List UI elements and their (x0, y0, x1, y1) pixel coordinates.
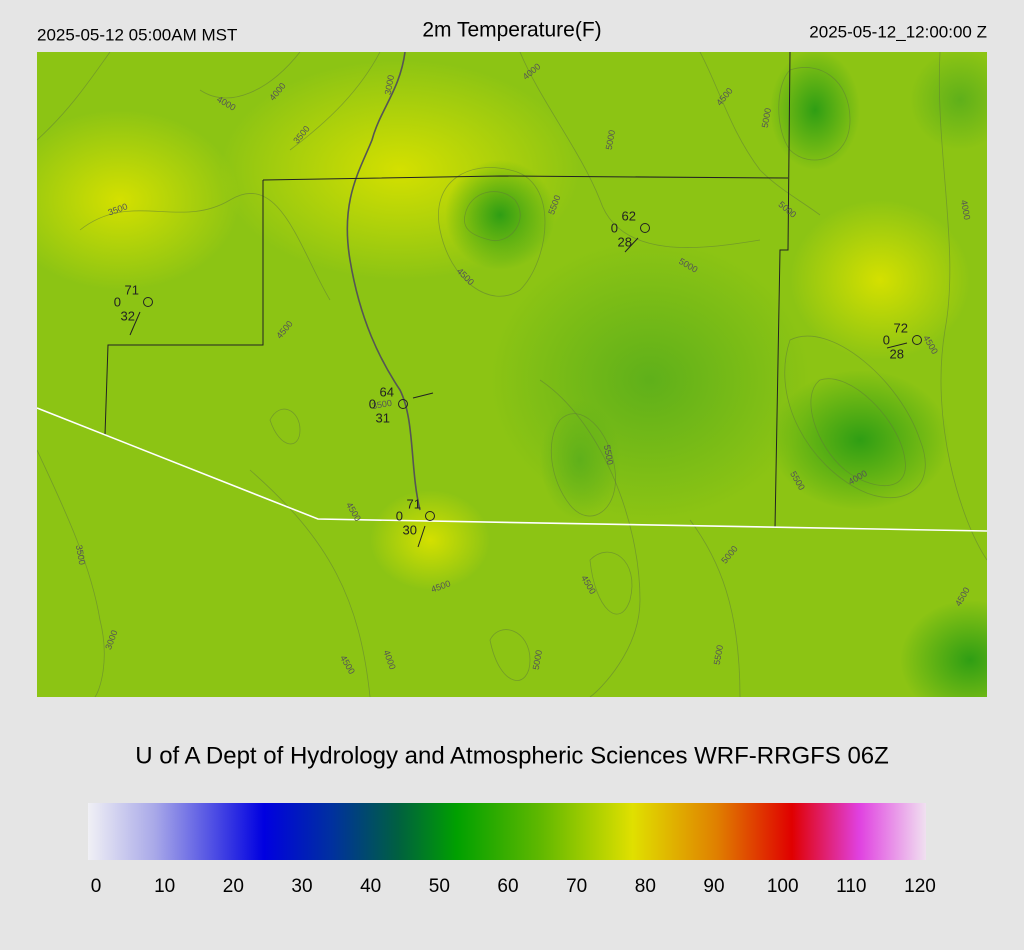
contour-label: 5500 (602, 444, 615, 465)
cool-area (445, 160, 555, 270)
contour-line (539, 379, 641, 697)
contour-label: 5500 (712, 644, 725, 665)
colorbar-tick-label: 30 (291, 876, 312, 897)
contour-label: 5000 (604, 129, 617, 150)
station-temperature: 64 (380, 384, 394, 399)
valid-time-utc: 2025-05-12_12:00:00 Z (809, 22, 987, 41)
station-marker (912, 335, 922, 345)
colorbar-tick-label: 70 (566, 876, 587, 897)
contour-label: 4000 (959, 199, 972, 220)
contour-line (438, 167, 546, 297)
contour-line (519, 52, 761, 248)
station-temperature: 71 (125, 282, 139, 297)
map-title: 2m Temperature(F) (422, 19, 601, 42)
station-temperature: 72 (894, 320, 908, 335)
cool-area (910, 52, 987, 150)
cool-area (770, 370, 950, 510)
border-line (37, 407, 987, 532)
contour-label: 5000 (760, 107, 773, 128)
station-marker (143, 297, 153, 307)
river (346, 52, 421, 511)
cool-area (900, 600, 987, 697)
colorbar-tick-label: 50 (429, 876, 450, 897)
station-dewpoint: 30 (403, 522, 417, 537)
station-marker (640, 223, 650, 233)
warm-area (37, 110, 240, 290)
contour-line (199, 52, 301, 99)
station-marker (425, 511, 435, 521)
station-dewpoint: 28 (618, 234, 632, 249)
contour-line (289, 52, 381, 151)
colorbar-tick-label: 100 (767, 876, 799, 897)
contour-line (463, 191, 521, 242)
contour-line (689, 519, 741, 697)
contour-line (938, 52, 987, 561)
contour-line (79, 193, 331, 301)
contour-line (249, 469, 371, 697)
warm-area (790, 200, 970, 360)
contour-line (699, 52, 821, 216)
contour-label: 3500 (371, 398, 392, 411)
contour-line (37, 52, 111, 141)
station-wind: 0 (114, 294, 121, 309)
contour-line (784, 335, 926, 499)
station-plot: 71 032 (114, 282, 153, 336)
colorbar-tick-label: 80 (635, 876, 656, 897)
cool-area (770, 52, 860, 170)
contour-line (589, 551, 633, 615)
colorbar-tick-label: 110 (836, 876, 866, 897)
wind-barb (417, 525, 426, 548)
wind-barb (129, 311, 141, 336)
station-wind: 0 (396, 508, 403, 523)
wind-barb (886, 342, 908, 349)
contour-label: 5000 (531, 649, 544, 670)
contour-line (778, 67, 851, 161)
station-plot: 64 031 (369, 384, 434, 425)
contour-line (810, 378, 906, 487)
contour-label: 3500 (74, 544, 87, 565)
station-marker (398, 399, 408, 409)
contour-line (489, 629, 531, 681)
station-temperature: 71 (407, 496, 421, 511)
footer-title: U of A Dept of Hydrology and Atmospheric… (135, 742, 889, 769)
colorbar (88, 803, 926, 860)
colorbar-tick-label: 120 (904, 876, 936, 897)
station-dewpoint: 32 (121, 308, 135, 323)
colorbar-tick-label: 90 (703, 876, 724, 897)
station-plot: 71 030 (396, 496, 435, 548)
valid-time-local: 2025-05-12 05:00AM MST (37, 25, 237, 44)
wind-barb (624, 237, 639, 253)
station-dewpoint: 28 (890, 346, 904, 361)
contour-label: 3000 (383, 74, 396, 95)
colorbar-tick-label: 40 (360, 876, 381, 897)
station-plot: 72 028 (883, 320, 922, 361)
county-boundary (774, 52, 791, 529)
colorbar-tick-label: 0 (91, 876, 102, 897)
wind-barb (412, 392, 434, 399)
colorbar-tick-label: 10 (154, 876, 175, 897)
station-wind: 0 (369, 396, 376, 411)
station-wind: 0 (883, 332, 890, 347)
station-plot: 62 028 (611, 208, 650, 253)
colorbar-tick-label: 60 (497, 876, 518, 897)
warm-area (370, 490, 490, 590)
station-dewpoint: 31 (376, 410, 390, 425)
contour-line (550, 413, 616, 517)
contour-line (37, 449, 105, 697)
county-boundary (104, 180, 264, 436)
colorbar-tick-label: 20 (223, 876, 244, 897)
station-temperature: 62 (622, 208, 636, 223)
contour-line (269, 408, 301, 445)
station-wind: 0 (611, 220, 618, 235)
county-boundary (262, 175, 789, 181)
cool-area (490, 240, 810, 520)
